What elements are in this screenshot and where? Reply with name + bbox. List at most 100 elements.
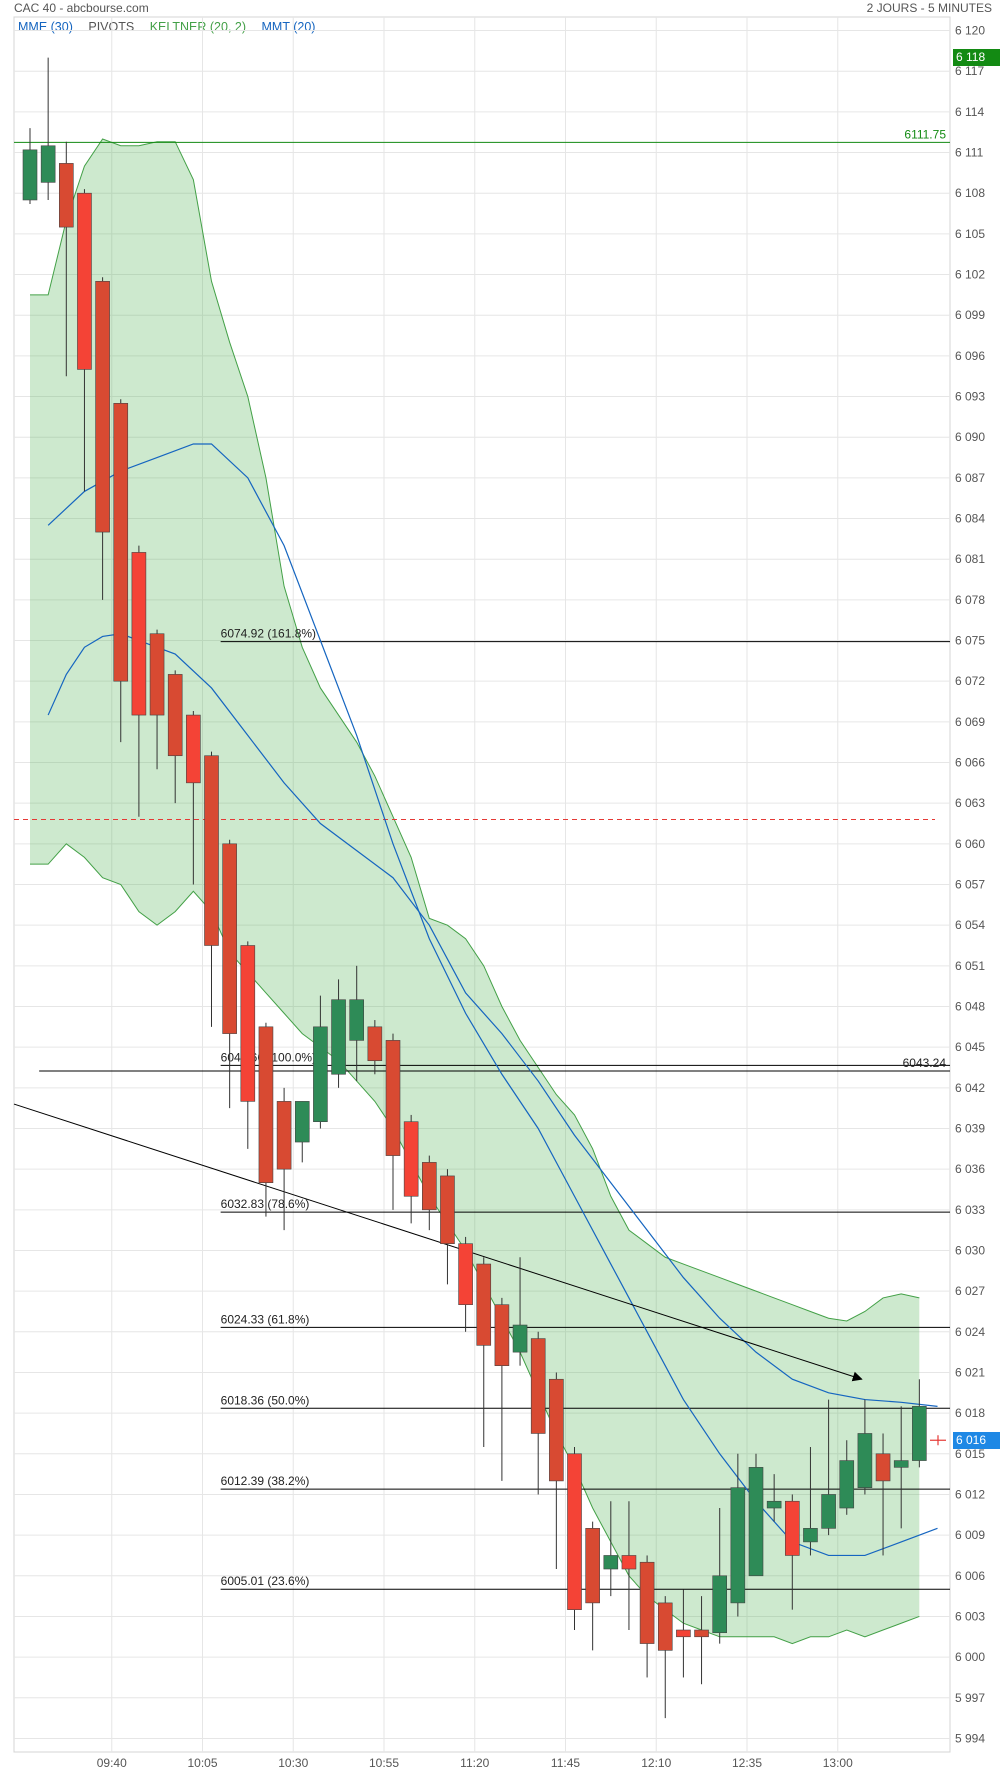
candle-body <box>440 1175 455 1244</box>
y-tick-label: 6 021 <box>955 1365 985 1379</box>
y-tick-label: 6 069 <box>955 715 985 729</box>
x-tick-label: 11:20 <box>460 1756 489 1770</box>
y-tick-label: 6 105 <box>955 227 985 241</box>
y-tick-label: 6 102 <box>955 268 985 282</box>
keltner-upper-line <box>30 138 920 1322</box>
fibonacci-label: 6018.36 (50.0%) <box>221 1393 310 1407</box>
candle-body <box>331 999 346 1075</box>
candle-body <box>657 1602 673 1651</box>
candle-body <box>349 999 365 1041</box>
y-tick-label: 6 000 <box>955 1650 985 1664</box>
keltner-band <box>30 139 920 1644</box>
fibonacci-label: 6012.39 (38.2%) <box>221 1474 310 1488</box>
candle-body <box>803 1528 818 1543</box>
candle-body <box>621 1555 637 1570</box>
candle-body <box>95 281 110 533</box>
candle-body <box>77 192 92 370</box>
x-tick-label: 12:10 <box>641 1756 671 1770</box>
moving-average-line <box>47 633 938 1407</box>
x-tick-label: 11:45 <box>551 1756 580 1770</box>
y-tick-label: 6 117 <box>955 64 984 78</box>
x-tick-label: 13:00 <box>823 1756 853 1770</box>
candle-body <box>113 403 129 682</box>
candle-body <box>694 1629 709 1638</box>
candle-body <box>494 1304 510 1366</box>
y-tick-label: 6 018 <box>955 1406 985 1420</box>
y-tick-label: 5 994 <box>955 1731 985 1745</box>
candle-body <box>748 1467 764 1577</box>
y-tick-label: 6 051 <box>955 959 985 973</box>
y-tick-label: 6 033 <box>955 1203 985 1217</box>
candle-body <box>857 1433 873 1488</box>
y-tick-label: 6 057 <box>955 878 985 892</box>
y-tick-label: 6 060 <box>955 837 985 851</box>
y-tick-label: 6 048 <box>955 999 985 1013</box>
y-tick-label: 5 997 <box>955 1691 985 1705</box>
y-tick-label: 6 036 <box>955 1162 985 1176</box>
candle-body <box>512 1324 528 1353</box>
y-tick-label: 6 006 <box>955 1569 985 1583</box>
candle-body <box>149 633 165 716</box>
y-tick-label: 6 114 <box>955 105 984 119</box>
candle-body <box>730 1487 746 1604</box>
y-tick-label: 6 087 <box>955 471 985 485</box>
y-tick-label: 6 072 <box>955 674 985 688</box>
candle-body <box>294 1101 310 1143</box>
x-tick-label: 10:55 <box>369 1756 399 1770</box>
candle-body <box>476 1263 492 1346</box>
candle-body <box>784 1500 800 1556</box>
y-tick-label: 6 027 <box>955 1284 985 1298</box>
last-price-tag: 6 016 <box>953 1431 1000 1449</box>
x-tick-label: 10:05 <box>187 1756 217 1770</box>
candle-body <box>258 1026 274 1184</box>
y-tick-label: 6 042 <box>955 1081 985 1095</box>
chart-title: CAC 40 - abcbourse.com <box>14 1 149 15</box>
candle-body <box>167 674 183 757</box>
candle-body <box>240 945 256 1102</box>
y-tick-label: 6 096 <box>955 349 985 363</box>
candle-body <box>222 843 237 1034</box>
candle-body <box>58 163 74 228</box>
trend-line <box>13 1103 863 1382</box>
candle-body <box>204 755 219 946</box>
candle-body <box>567 1453 582 1610</box>
y-tick-label: 6 009 <box>955 1528 985 1542</box>
fibonacci-label: 6024.33 (61.8%) <box>221 1312 310 1326</box>
x-tick-label: 09:40 <box>97 1756 127 1770</box>
candle-body <box>367 1026 383 1062</box>
candle-body <box>276 1101 292 1170</box>
candle-body <box>186 714 201 784</box>
y-tick-label: 6 111 <box>955 146 984 160</box>
candle-body <box>875 1453 891 1482</box>
y-tick-label: 6 093 <box>955 390 985 404</box>
y-tick-label: 6 084 <box>955 512 985 526</box>
candle-body <box>603 1555 619 1570</box>
candle-body <box>131 552 147 716</box>
candle-body <box>421 1162 437 1211</box>
y-tick-label: 6 108 <box>955 186 985 200</box>
y-tick-label: 6 045 <box>955 1040 985 1054</box>
candle-body <box>585 1528 600 1604</box>
candle-body <box>639 1561 655 1644</box>
y-tick-label: 6 012 <box>955 1487 985 1501</box>
y-tick-label: 6 039 <box>955 1121 985 1135</box>
y-tick-label: 6 015 <box>955 1447 985 1461</box>
y-tick-label: 6 063 <box>955 796 985 810</box>
candle-body <box>676 1629 691 1638</box>
high-line-label: 6111.75 <box>904 127 946 141</box>
candle-body <box>893 1460 909 1468</box>
y-tick-label: 6 078 <box>955 593 985 607</box>
fibonacci-label: 6032.83 (78.6%) <box>221 1197 310 1211</box>
y-tick-label: 6 081 <box>955 552 985 566</box>
y-tick-label: 6 120 <box>955 24 985 38</box>
candle-body <box>712 1575 728 1634</box>
candle-body <box>839 1460 855 1509</box>
y-tick-label: 6 099 <box>955 308 985 322</box>
candle-body <box>403 1121 419 1197</box>
candle-body <box>912 1406 927 1461</box>
y-tick-label: 6 024 <box>955 1325 985 1339</box>
keltner-lower-line <box>30 843 920 1645</box>
x-tick-label: 10:30 <box>278 1756 308 1770</box>
y-tick-label: 6 030 <box>955 1243 985 1257</box>
